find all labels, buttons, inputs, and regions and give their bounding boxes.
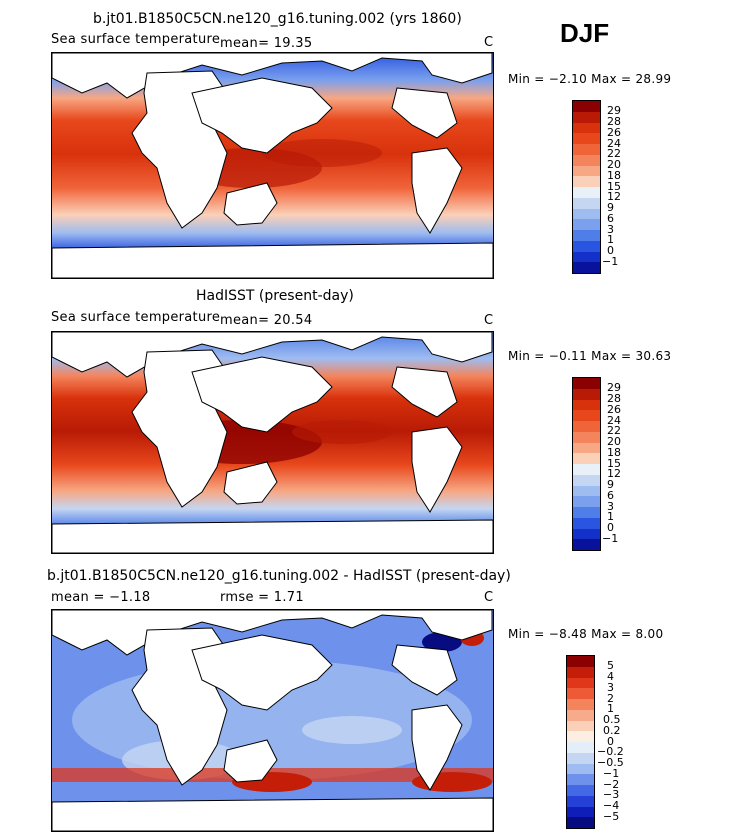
- cb1-label: 24: [607, 137, 621, 150]
- cb3-label: 0.5: [603, 713, 621, 726]
- cb3-label: 5: [607, 659, 614, 672]
- panel2-variable-label: Sea surface temperature: [51, 310, 221, 325]
- cb3-label: −0.2: [597, 745, 624, 758]
- cb1-label: 15: [607, 180, 621, 193]
- cb3-label: −0.5: [597, 756, 624, 769]
- cb2-label: 15: [607, 457, 621, 470]
- cb1-label: 26: [607, 126, 621, 139]
- cb3-label: 1: [607, 702, 614, 715]
- cb2-label: 26: [607, 403, 621, 416]
- panel3-minmax: Min = −8.48 Max = 8.00: [508, 627, 664, 641]
- panel2-sst-field: [52, 332, 493, 553]
- cb2-label: 3: [607, 500, 614, 513]
- panel3-rmse: rmse = 1.71: [220, 590, 304, 605]
- panel2-title: HadISST (present-day): [196, 288, 354, 304]
- panel2-minmax: Min = −0.11 Max = 30.63: [508, 349, 672, 363]
- panel1-map: [51, 52, 494, 279]
- panel3-difference-field: [52, 610, 493, 831]
- cb1-label: 3: [607, 223, 614, 236]
- cb3-label: 2: [607, 692, 614, 705]
- panel3-title: b.jt01.B1850C5CN.ne120_g16.tuning.002 - …: [47, 568, 511, 584]
- cb3-label: −4: [603, 799, 620, 812]
- cb1-label: 1: [607, 233, 614, 246]
- cb3-label: 0: [607, 735, 614, 748]
- panel2-map: [51, 331, 494, 554]
- cb1-label: 20: [607, 158, 621, 171]
- cb1-label: 9: [607, 201, 614, 214]
- cb2-label: 29: [607, 381, 621, 394]
- cb2-label: 0: [607, 521, 614, 534]
- panel2-colorbar: [572, 377, 601, 551]
- cb2-label: 12: [607, 467, 621, 480]
- cb3-label: −3: [603, 788, 620, 801]
- panel1-mean: mean= 19.35: [220, 36, 313, 51]
- panel1-title: b.jt01.B1850C5CN.ne120_g16.tuning.002 (y…: [93, 11, 462, 27]
- cb2-label: 20: [607, 435, 621, 448]
- panel3-mean: mean = −1.18: [51, 590, 151, 605]
- panel1-colorbar: [572, 100, 601, 274]
- panel1-units: C: [484, 35, 494, 50]
- cb3-label: −5: [603, 810, 620, 823]
- cb2-label: 1: [607, 510, 614, 523]
- cb3-label: 4: [607, 670, 614, 683]
- cb1-label: 29: [607, 104, 621, 117]
- panel3-units: C: [484, 590, 494, 605]
- cb1-label: −1: [602, 255, 619, 268]
- panel2-units: C: [484, 313, 494, 328]
- cb2-label: 22: [607, 424, 621, 437]
- cb1-label: 22: [607, 147, 621, 160]
- cb1-label: 12: [607, 190, 621, 203]
- cb1-label: 0: [607, 244, 614, 257]
- panel1-variable-label: Sea surface temperature: [51, 32, 221, 47]
- panel1-minmax: Min = −2.10 Max = 28.99: [508, 72, 672, 86]
- panel2-mean: mean= 20.54: [220, 313, 313, 328]
- cb2-label: 28: [607, 392, 621, 405]
- cb3-label: 3: [607, 681, 614, 694]
- cb2-label: 6: [607, 489, 614, 502]
- panel3-colorbar: [566, 655, 595, 829]
- cb1-label: 6: [607, 212, 614, 225]
- panel3-map: [51, 609, 494, 832]
- cb2-label: 9: [607, 478, 614, 491]
- panel1-sst-field: [52, 53, 493, 278]
- cb3-label: 0.2: [603, 724, 621, 737]
- cb3-label: −2: [603, 778, 620, 791]
- cb3-label: −1: [603, 767, 620, 780]
- cb1-label: 18: [607, 169, 621, 182]
- cb2-label: −1: [602, 532, 619, 545]
- cb2-label: 18: [607, 446, 621, 459]
- season-label: DJF: [560, 18, 610, 48]
- cb2-label: 24: [607, 414, 621, 427]
- cb1-label: 28: [607, 115, 621, 128]
